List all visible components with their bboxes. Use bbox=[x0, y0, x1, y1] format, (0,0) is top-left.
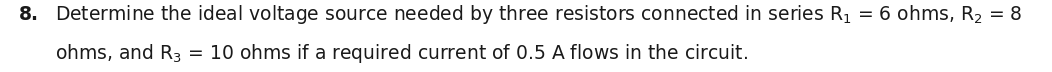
Text: Determine the ideal voltage source needed by three resistors connected in series: Determine the ideal voltage source neede… bbox=[55, 3, 1023, 26]
Text: ohms, and $\mathregular{R_3}$ = 10 ohms if a required current of 0.5 A flows in : ohms, and $\mathregular{R_3}$ = 10 ohms … bbox=[55, 42, 748, 65]
Text: 8.: 8. bbox=[19, 5, 39, 24]
